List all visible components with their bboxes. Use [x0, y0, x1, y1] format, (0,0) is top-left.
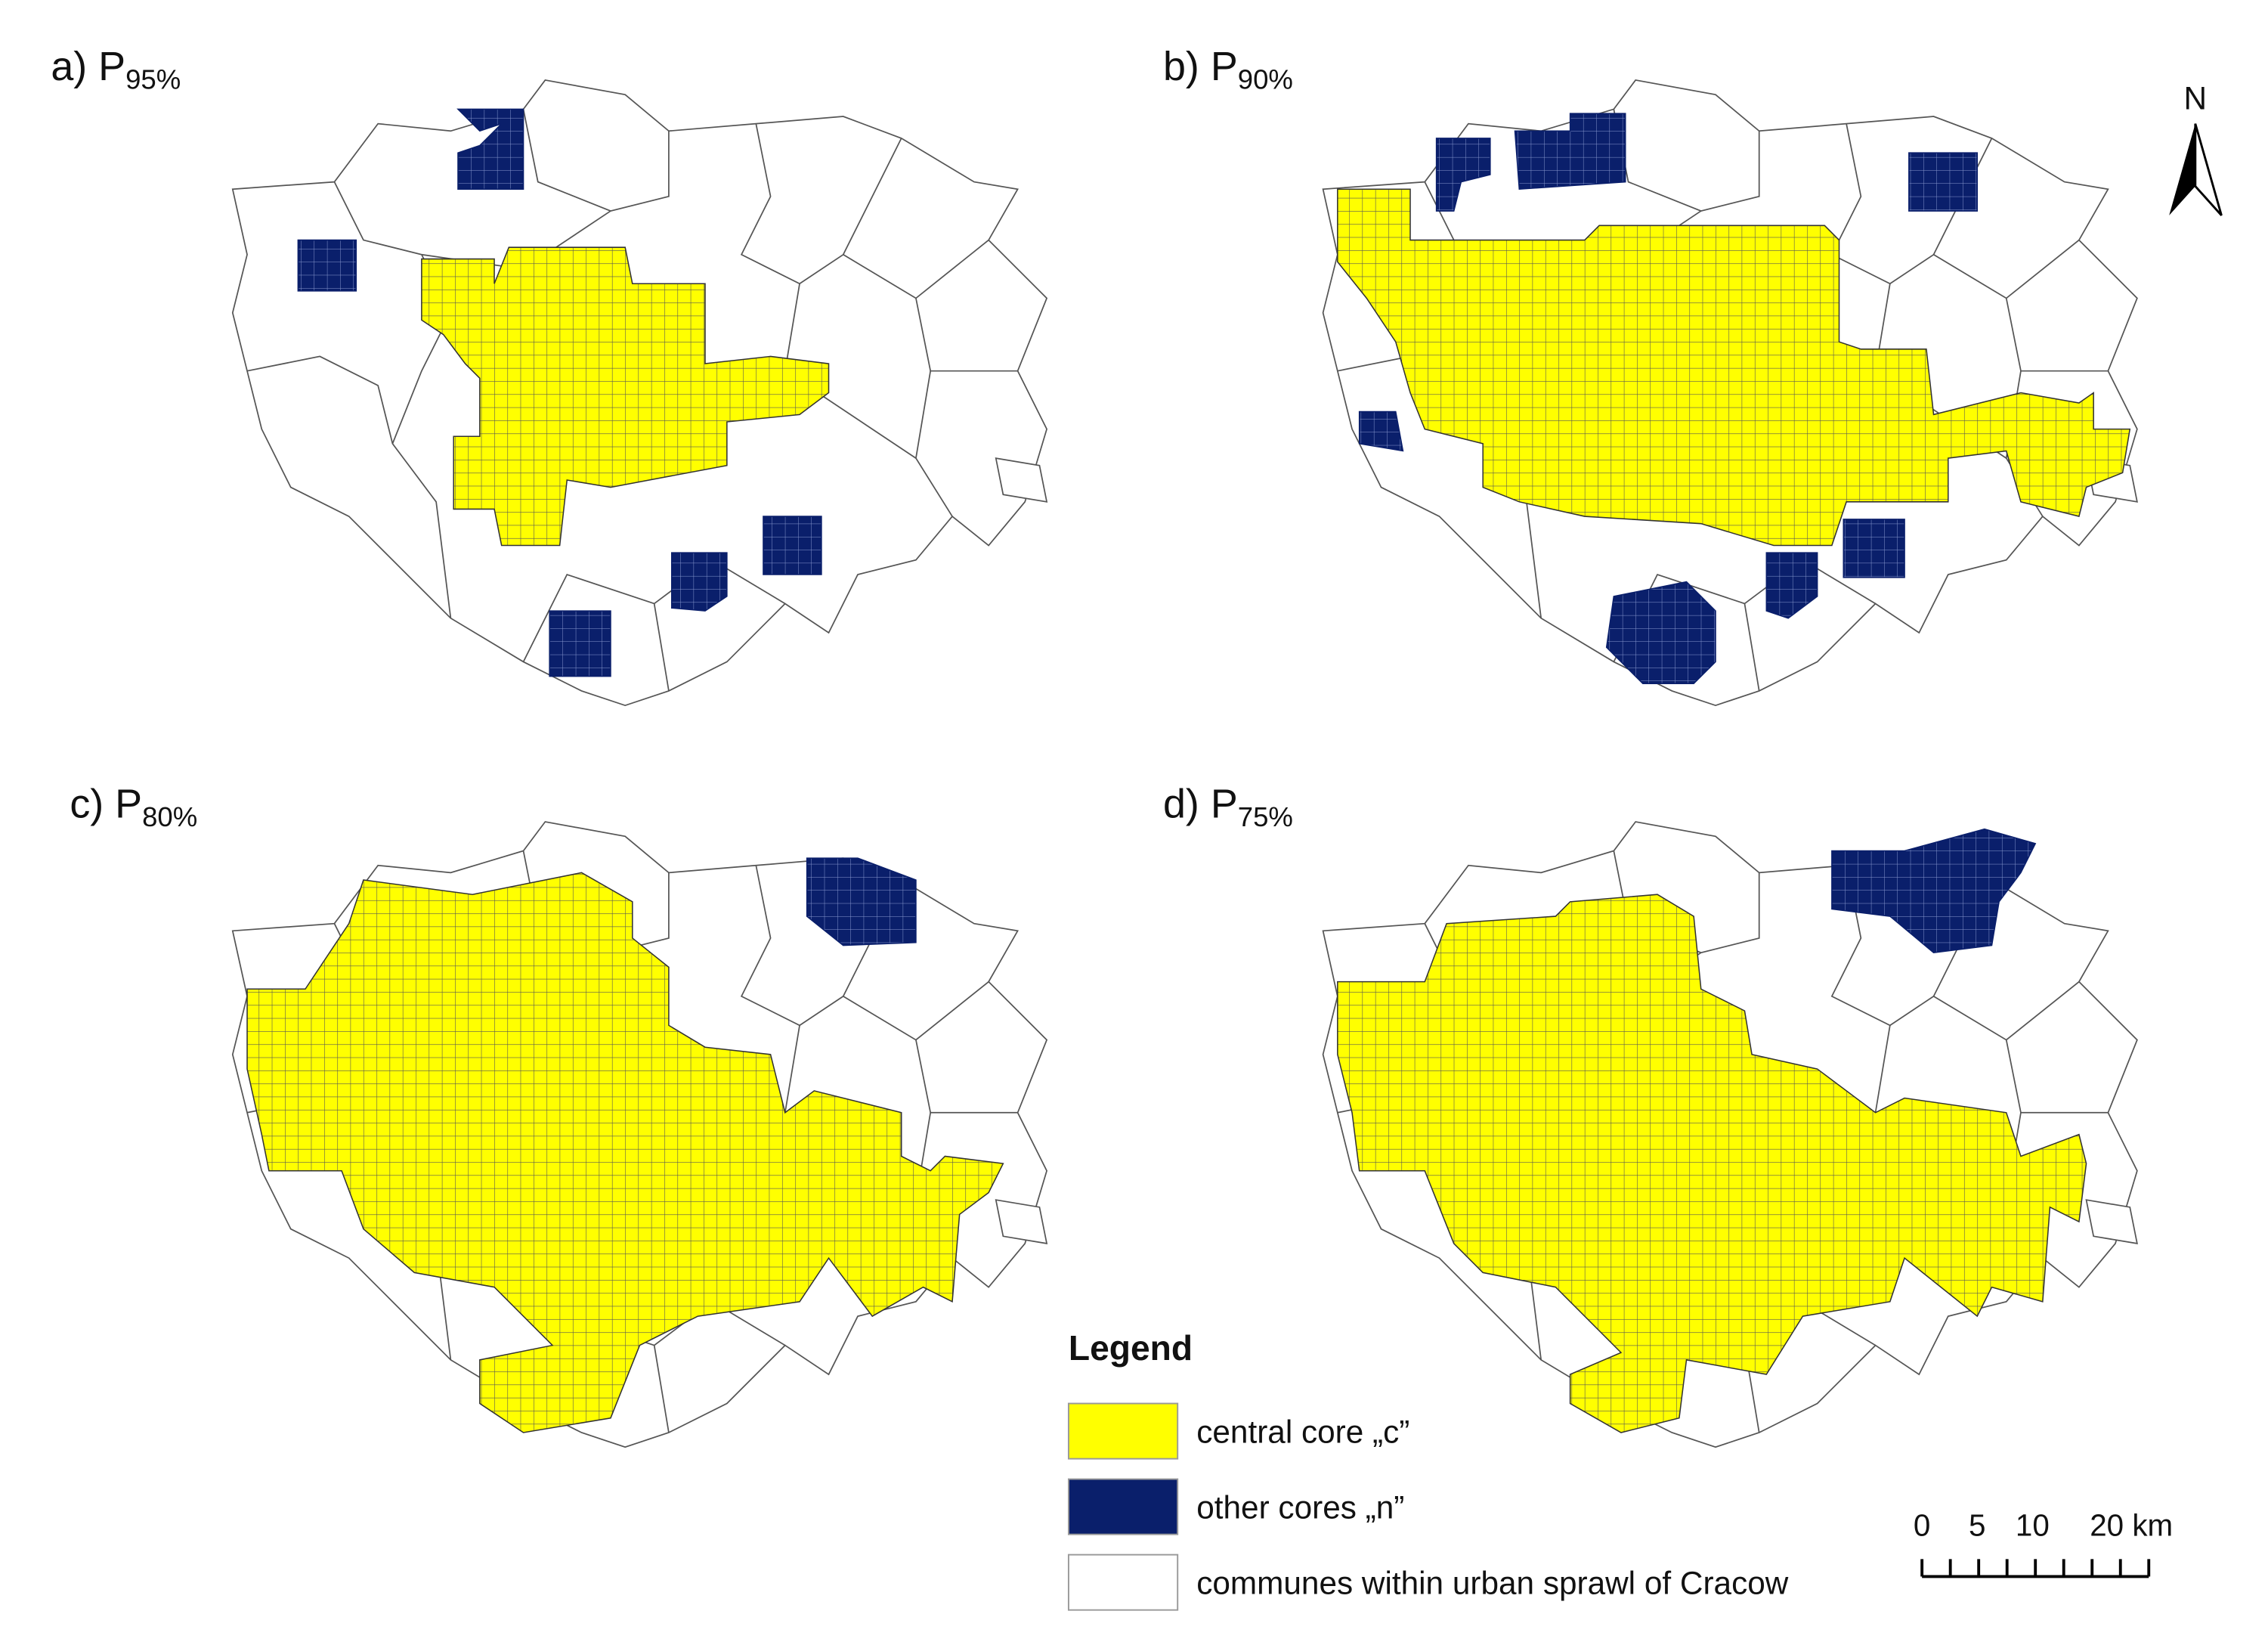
legend-title: Legend — [1069, 1328, 1193, 1368]
scale-label: 5 — [1969, 1508, 1985, 1543]
panel-label-subscript: 75% — [1238, 801, 1293, 832]
panel-label-text: c) P — [70, 781, 142, 826]
panel-label: a) P95% — [51, 44, 181, 95]
north-label: N — [2184, 80, 2208, 116]
scale-label: 0 — [1914, 1508, 1930, 1543]
panel-label-subscript: 90% — [1238, 64, 1293, 94]
scale-label: 10 — [2016, 1508, 2050, 1543]
legend-swatch — [1067, 1478, 1179, 1535]
panel-label-text: d) P — [1163, 781, 1238, 826]
other-core — [1765, 552, 1818, 619]
map-panel: b) P90% — [1163, 44, 2138, 707]
legend-label: other cores „n” — [1196, 1489, 1404, 1525]
legend-swatch — [1067, 1554, 1179, 1611]
legend-label: central core „c” — [1196, 1414, 1409, 1449]
other-core — [1514, 113, 1626, 191]
other-core — [1843, 519, 1905, 578]
other-core — [806, 857, 917, 946]
other-core — [549, 610, 611, 677]
other-core — [456, 108, 524, 190]
other-core — [763, 516, 822, 575]
other-core — [1605, 581, 1716, 685]
panel-label: b) P90% — [1163, 44, 1293, 95]
other-core — [1831, 828, 2037, 953]
central-core — [1337, 188, 2131, 547]
other-core — [670, 552, 728, 612]
panel-label-subscript: 80% — [142, 801, 197, 832]
legend-swatch — [1067, 1402, 1179, 1460]
other-core — [1908, 152, 1979, 212]
scale-label: 20 km — [2090, 1508, 2173, 1543]
central-core — [421, 246, 830, 547]
panel-label: c) P80% — [70, 781, 197, 832]
panel-label-text: b) P — [1163, 44, 1238, 89]
panel-label-text: a) P — [51, 44, 125, 89]
map-panel: a) P95% — [51, 44, 1047, 707]
north-arrow-left — [2169, 123, 2195, 215]
other-core — [1358, 410, 1404, 452]
central-core — [1337, 894, 2087, 1433]
map-panel: c) P80% — [70, 781, 1047, 1448]
map-panel: d) P75% — [1163, 781, 2138, 1448]
other-core — [297, 239, 357, 292]
other-core — [1435, 138, 1491, 212]
panel-label-subscript: 95% — [125, 64, 181, 94]
north-arrow-right — [2194, 123, 2223, 216]
panel-label: d) P75% — [1163, 781, 1293, 832]
legend-label: communes within urban sprawl of Cracow — [1196, 1566, 1789, 1601]
central-core — [246, 872, 1004, 1433]
